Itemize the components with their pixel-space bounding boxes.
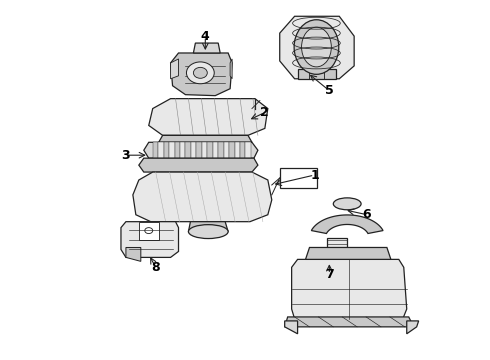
Polygon shape <box>297 69 336 79</box>
Polygon shape <box>185 142 191 158</box>
Text: 6: 6 <box>363 208 371 221</box>
Polygon shape <box>153 142 158 158</box>
Polygon shape <box>285 317 414 327</box>
Polygon shape <box>245 142 251 158</box>
Polygon shape <box>202 142 207 158</box>
Text: 1: 1 <box>310 168 319 181</box>
Polygon shape <box>292 260 407 319</box>
Ellipse shape <box>189 225 228 239</box>
Text: 4: 4 <box>201 30 210 42</box>
Polygon shape <box>235 142 240 158</box>
Ellipse shape <box>333 198 361 210</box>
Polygon shape <box>306 247 391 260</box>
Text: 3: 3 <box>122 149 130 162</box>
Polygon shape <box>144 142 258 158</box>
Polygon shape <box>223 142 229 158</box>
Polygon shape <box>194 43 220 53</box>
Text: 5: 5 <box>325 84 334 97</box>
Polygon shape <box>133 172 272 222</box>
Polygon shape <box>229 142 235 158</box>
Polygon shape <box>169 142 174 158</box>
Ellipse shape <box>194 67 207 78</box>
Polygon shape <box>171 59 178 79</box>
Polygon shape <box>207 142 213 158</box>
Polygon shape <box>174 142 180 158</box>
Text: 2: 2 <box>261 106 269 119</box>
Polygon shape <box>327 238 347 260</box>
Polygon shape <box>213 142 218 158</box>
Polygon shape <box>149 99 268 135</box>
Polygon shape <box>196 142 202 158</box>
Polygon shape <box>191 142 196 158</box>
Polygon shape <box>189 222 228 231</box>
Text: 8: 8 <box>151 261 160 274</box>
Polygon shape <box>311 215 383 234</box>
Polygon shape <box>164 142 169 158</box>
Polygon shape <box>280 16 354 79</box>
Polygon shape <box>158 142 164 158</box>
Ellipse shape <box>301 27 331 67</box>
Polygon shape <box>139 222 159 239</box>
Polygon shape <box>407 321 418 334</box>
Polygon shape <box>171 53 232 96</box>
Polygon shape <box>121 222 178 257</box>
Polygon shape <box>180 142 185 158</box>
Polygon shape <box>240 142 245 158</box>
Polygon shape <box>139 158 258 172</box>
Polygon shape <box>230 59 232 79</box>
Ellipse shape <box>187 62 214 84</box>
Polygon shape <box>159 135 252 142</box>
Text: 7: 7 <box>325 268 334 281</box>
Polygon shape <box>280 168 318 188</box>
Polygon shape <box>285 321 297 334</box>
Ellipse shape <box>294 20 339 74</box>
Polygon shape <box>126 247 141 261</box>
Polygon shape <box>218 142 223 158</box>
